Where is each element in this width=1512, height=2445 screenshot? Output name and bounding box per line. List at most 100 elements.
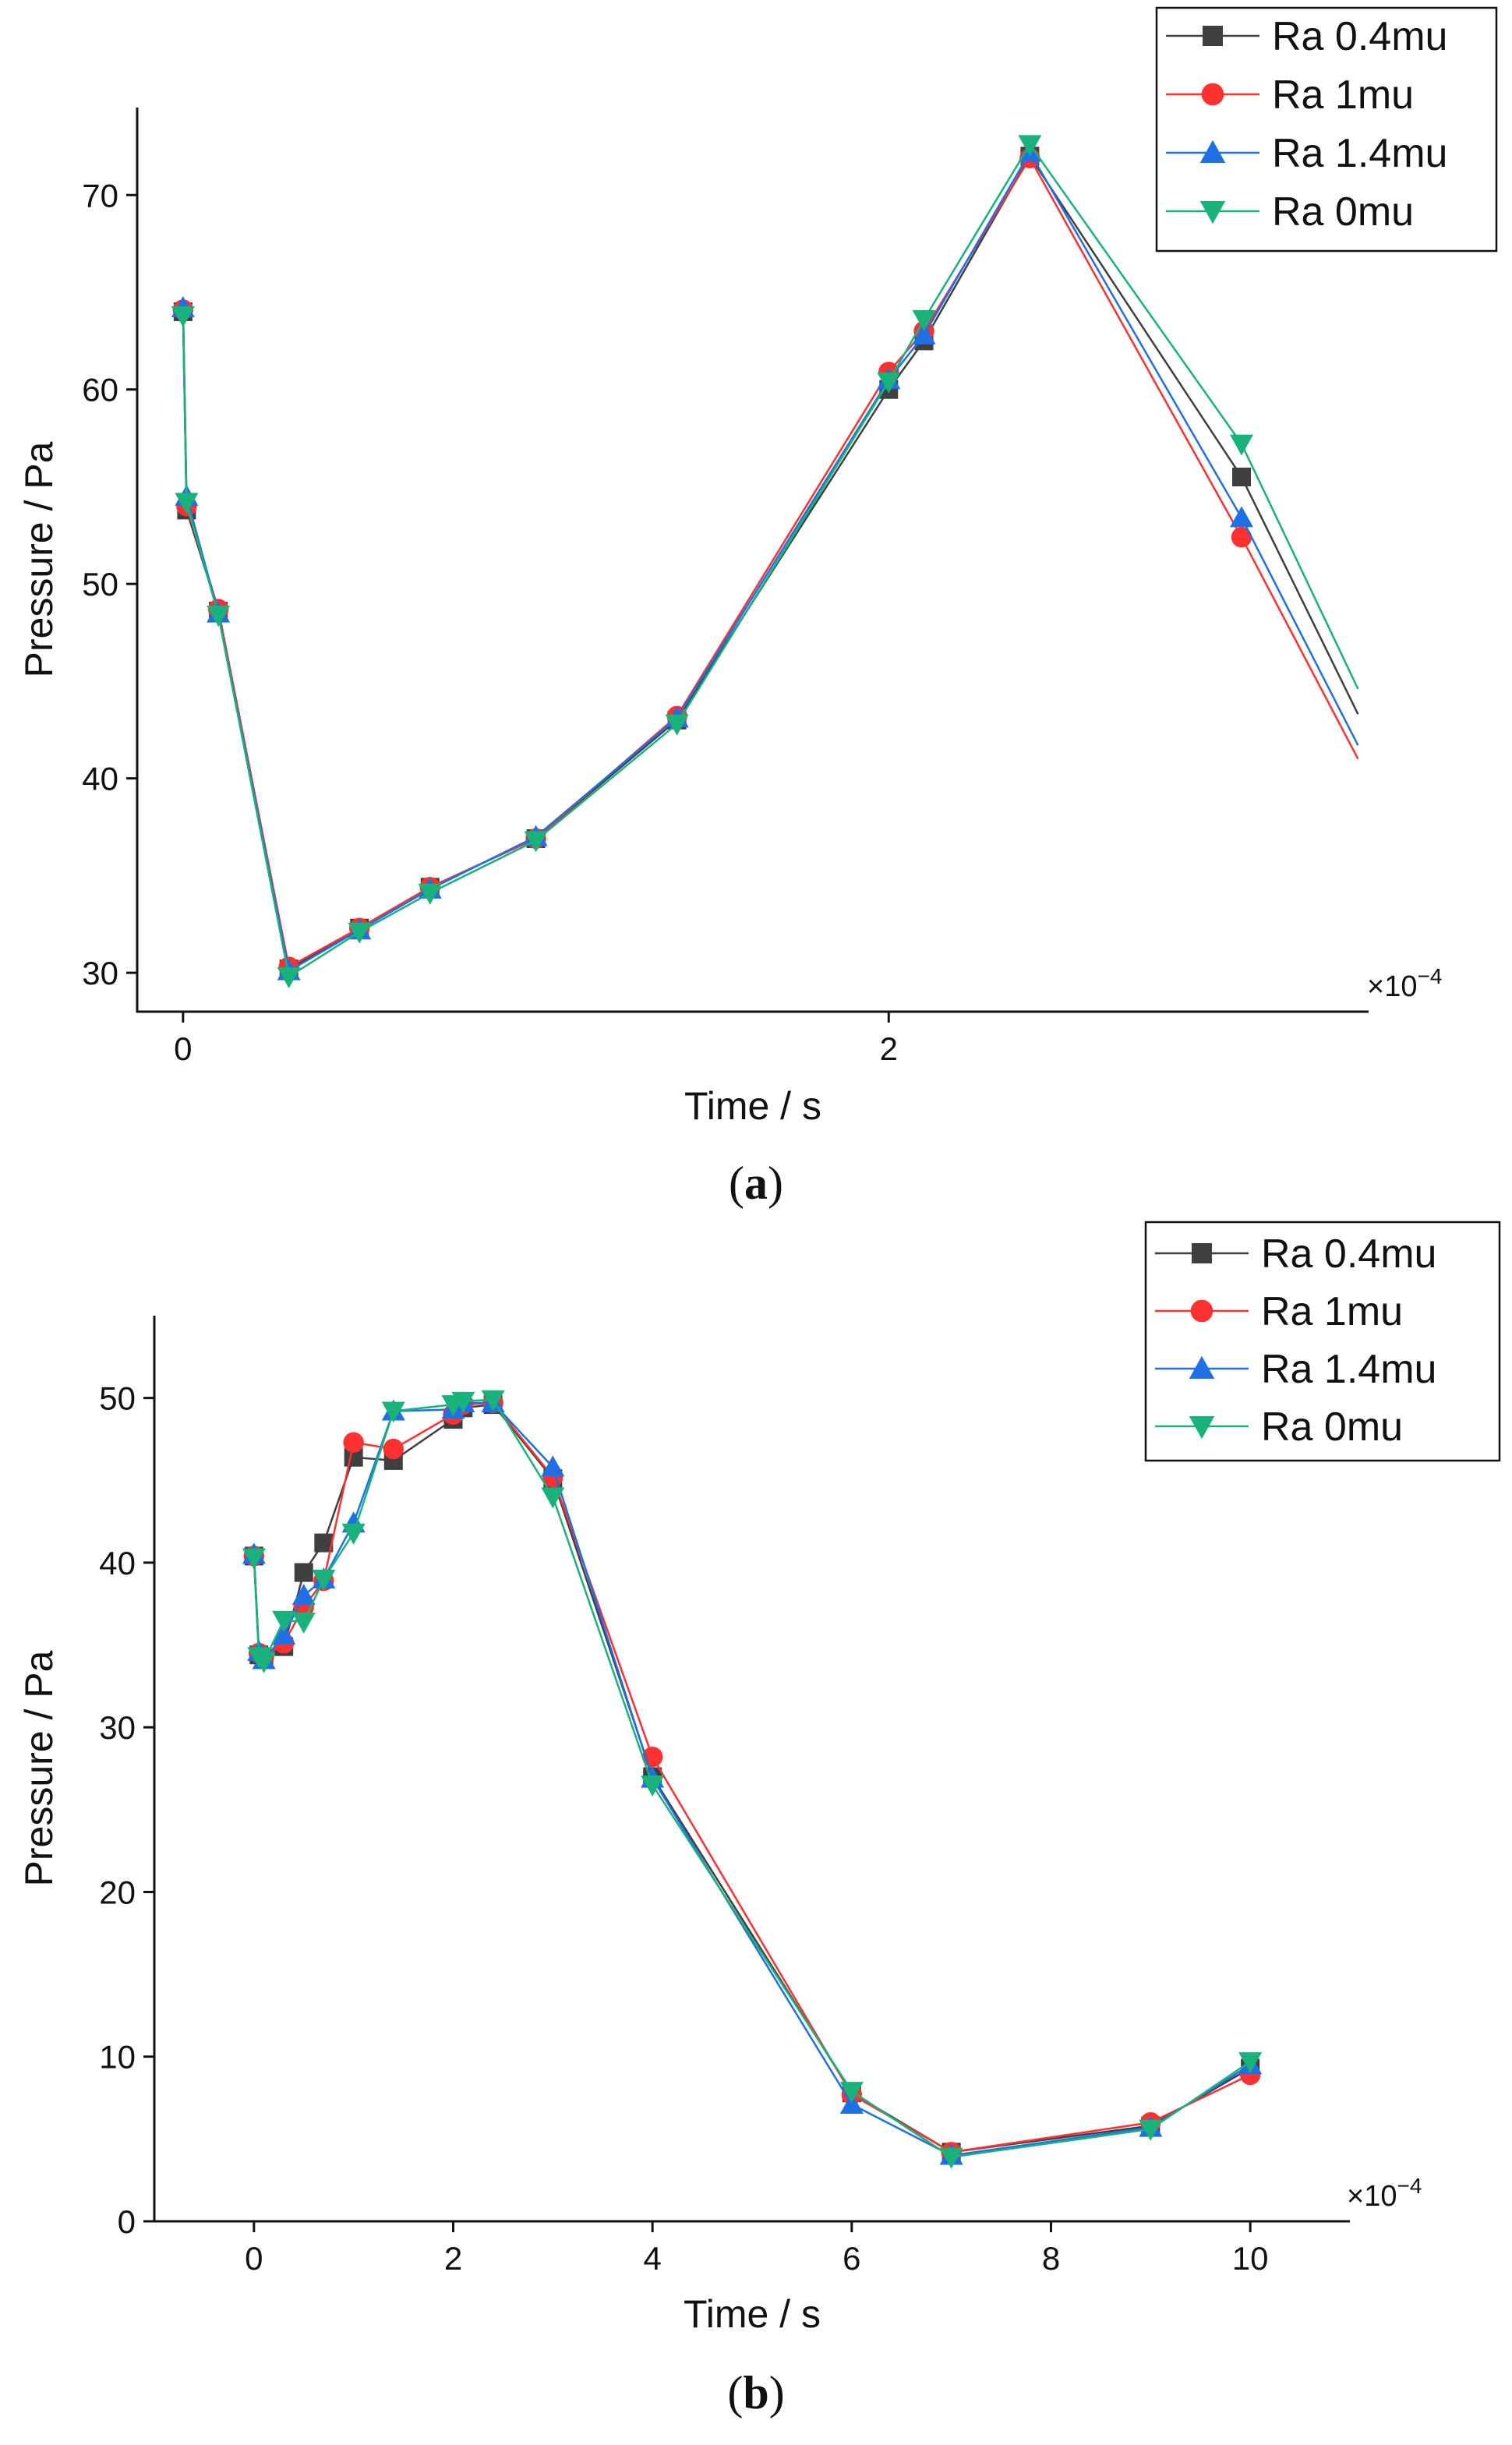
- x-tick-label: 0: [174, 1030, 192, 1067]
- data-point: [381, 1401, 405, 1423]
- series-ra-0mu: [171, 135, 1359, 989]
- legend-marker: [1199, 140, 1226, 163]
- data-point: [541, 1487, 565, 1509]
- data-point: [272, 1610, 296, 1632]
- data-point: [171, 306, 195, 327]
- x-tick-label: 6: [843, 2240, 860, 2277]
- y-tick-label: 50: [82, 566, 118, 602]
- data-point: [665, 714, 689, 736]
- y-axis-title: Pressure / Pa: [17, 441, 61, 677]
- caption-a: (a): [729, 1157, 783, 1209]
- series-line: [253, 1403, 1251, 2154]
- series-ra-0-4mu: [244, 1395, 1260, 2162]
- chart-panel-a: 30 40 50 60 70 0 2 Pressure / Pa Time / s ×10−4 Ra…: [17, 6, 1498, 1128]
- data-point: [312, 1570, 336, 1592]
- data-point: [341, 1523, 366, 1545]
- data-point: [912, 323, 936, 344]
- y-tick-label: 0: [118, 2203, 136, 2240]
- data-point: [1238, 2052, 1263, 2074]
- y-tick-label: 20: [99, 1874, 136, 1910]
- legend-label: Ra 0mu: [1272, 189, 1414, 235]
- legend-marker: [1189, 1355, 1215, 1379]
- legend-marker: [1189, 1416, 1215, 1440]
- data-point: [294, 1563, 313, 1582]
- data-point: [252, 1652, 276, 1673]
- series-ra-0-4mu: [173, 147, 1359, 979]
- y-tick-label: 30: [99, 1709, 136, 1746]
- x-tick-label: 2: [444, 2240, 462, 2277]
- x-tick-label: 10: [1232, 2240, 1269, 2277]
- series-ra-1mu: [172, 147, 1359, 977]
- series-line: [182, 143, 1359, 978]
- series-ra-1-4mu: [171, 140, 1359, 980]
- data-point: [641, 1775, 665, 1797]
- legend: Ra 0.4mu Ra 1mu Ra 1.4mu Ra 0mu: [1144, 1221, 1501, 1462]
- data-point: [207, 606, 231, 627]
- x-tick-label: 4: [643, 2240, 661, 2277]
- data-point: [839, 2082, 864, 2104]
- legend-label: Ra 1.4mu: [1261, 1347, 1436, 1392]
- data-point: [291, 1584, 316, 1606]
- y-axis-title: Pressure / Pa: [17, 1650, 61, 1886]
- x-axis-multiplier: ×10−4: [1367, 964, 1442, 1003]
- data-point: [1230, 434, 1254, 456]
- data-point: [1232, 467, 1252, 486]
- legend-label: Ra 0mu: [1261, 1404, 1403, 1450]
- data-point: [1139, 2119, 1163, 2141]
- series-ra-1mu: [243, 1392, 1261, 2163]
- data-point: [242, 1548, 266, 1570]
- data-point: [175, 493, 199, 514]
- series-line: [253, 1401, 1251, 2154]
- x-axis-title: Time / s: [684, 1084, 821, 1128]
- data-point: [1230, 506, 1254, 528]
- series-line: [182, 151, 1359, 972]
- data-point: [481, 1390, 505, 1412]
- data-point: [1018, 135, 1042, 157]
- data-point: [277, 967, 301, 989]
- x-tick-label: 0: [245, 2240, 263, 2277]
- x-tick-label: 8: [1042, 2240, 1060, 2277]
- x-axis-multiplier: ×10−4: [1347, 2174, 1422, 2213]
- legend-label: Ra 1.4mu: [1272, 131, 1447, 176]
- legend-marker: [1192, 1243, 1212, 1263]
- chart-panel-b: 0 10 20 30 40 50 0 2 4 6 8 10 Pressure / Pa Time / s ×…: [17, 1221, 1501, 2336]
- caption-b: (b): [727, 2367, 784, 2419]
- data-point: [343, 1432, 364, 1453]
- data-point: [524, 831, 548, 853]
- data-point: [877, 372, 901, 394]
- series-line: [182, 157, 1359, 968]
- legend-label: Ra 0.4mu: [1261, 1231, 1436, 1277]
- series-ra-1-4mu: [242, 1390, 1263, 2165]
- data-point: [418, 883, 442, 905]
- data-point: [912, 309, 936, 331]
- data-point: [291, 1612, 316, 1634]
- y-tick-label: 60: [82, 372, 118, 408]
- data-point: [451, 1391, 475, 1413]
- series-line: [253, 1401, 1251, 2157]
- y-tick-label: 40: [82, 761, 118, 797]
- data-point: [541, 1455, 565, 1477]
- y-tick-label: 40: [99, 1545, 136, 1581]
- legend: Ra 0.4mu Ra 1mu Ra 1.4mu Ra 0mu: [1155, 6, 1498, 253]
- y-tick-label: 10: [99, 2039, 136, 2076]
- y-tick-label: 30: [82, 955, 118, 991]
- data-point: [1231, 527, 1252, 548]
- legend-marker: [1190, 1299, 1213, 1323]
- y-tick-label: 70: [82, 177, 118, 214]
- legend-marker: [1199, 201, 1226, 224]
- legend-label: Ra 1mu: [1272, 72, 1414, 118]
- data-point: [272, 1623, 296, 1645]
- x-tick-label: 2: [880, 1030, 898, 1067]
- legend-label: Ra 0.4mu: [1272, 14, 1447, 59]
- y-tick-label: 50: [99, 1380, 136, 1417]
- data-point: [839, 2092, 864, 2114]
- series-line: [253, 1398, 1251, 2158]
- legend-label: Ra 1mu: [1261, 1289, 1403, 1334]
- series-ra-0mu: [242, 1390, 1263, 2169]
- data-point: [348, 922, 372, 944]
- data-point: [939, 2147, 963, 2169]
- legend-marker: [1203, 26, 1223, 46]
- x-axis-title: Time / s: [684, 2292, 821, 2336]
- data-point: [383, 1438, 404, 1460]
